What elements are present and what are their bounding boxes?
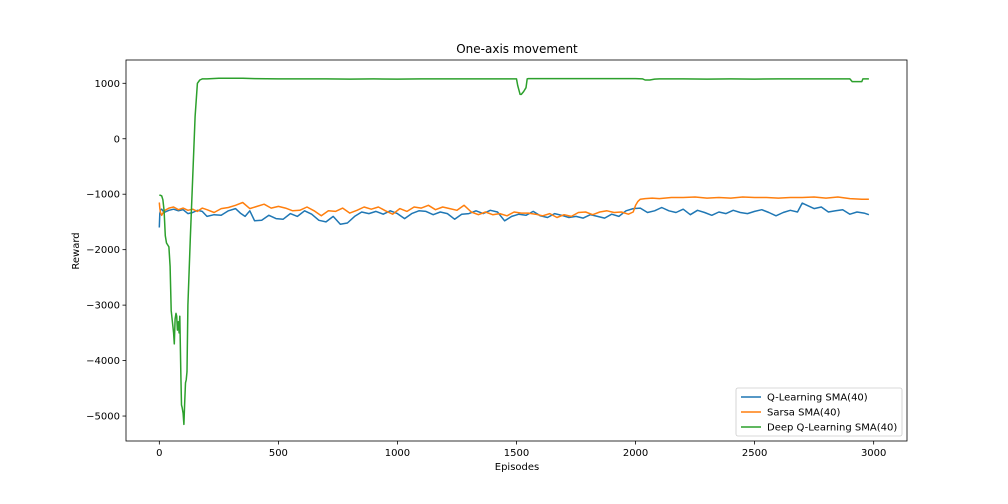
y-tick-label: 1000 <box>95 79 120 90</box>
legend-label-1: Sarsa SMA(40) <box>767 408 841 419</box>
series-line-1 <box>158 196 869 219</box>
x-axis-title: Episodes <box>495 462 539 473</box>
x-tick-label: 2000 <box>623 448 648 459</box>
legend-label-0: Q-Learning SMA(40) <box>767 393 868 404</box>
x-tick-label: 500 <box>269 448 288 459</box>
y-axis-title: Reward <box>71 232 82 269</box>
series-line-0 <box>158 202 870 228</box>
x-tick-label: 3000 <box>861 448 886 459</box>
x-tick-label: 0 <box>156 448 162 459</box>
x-tick-label: 1000 <box>385 448 410 459</box>
legend-label-2: Deep Q-Learning SMA(40) <box>767 423 897 434</box>
chart-title: One-axis movement <box>456 42 578 56</box>
x-axis: 0 500 1000 1500 2000 2500 3000 <box>156 441 886 459</box>
y-tick-label: −2000 <box>86 245 120 256</box>
series-line-2 <box>159 77 869 426</box>
y-tick-label: −3000 <box>86 301 120 312</box>
y-tick-label: −1000 <box>86 190 120 201</box>
y-tick-label: −5000 <box>86 412 120 423</box>
legend-box <box>735 387 903 437</box>
legend: Q-Learning SMA(40) Sarsa SMA(40) Deep Q-Le… <box>735 387 903 437</box>
y-axis: −5000 −4000 −3000 −2000 −1000 0 1000 <box>86 79 126 423</box>
y-tick-label: 0 <box>114 134 120 145</box>
x-tick-label: 2500 <box>742 448 767 459</box>
y-tick-label: −4000 <box>86 356 120 367</box>
x-tick-label: 1500 <box>504 448 529 459</box>
series-layer <box>158 77 870 426</box>
